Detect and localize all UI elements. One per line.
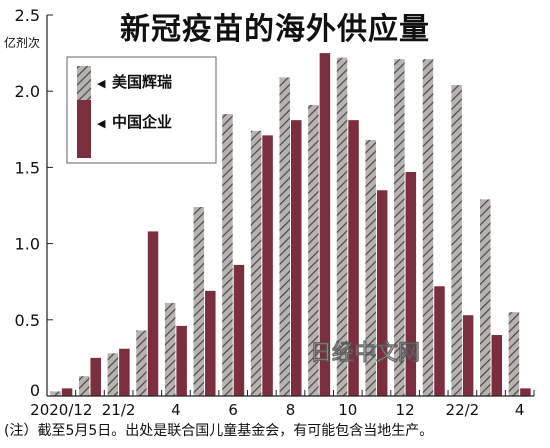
- x-tick-label-4: 4: [171, 401, 181, 419]
- bar-pfizer-1: [78, 376, 90, 396]
- bars-layer: [50, 53, 531, 397]
- bar-pfizer-11: [365, 139, 376, 396]
- legend-swatch-1: [77, 100, 91, 158]
- bar-pfizer-12: [394, 59, 405, 397]
- legend-label-1: 中国企业: [112, 113, 172, 131]
- bar-china-0: [61, 388, 73, 396]
- bar-china-2: [119, 348, 130, 396]
- axis-layer: 0 0.5 1.0 1.5 2.0 2.5 2020/12 21/2 4 6 8 10 12 22/2 4: [15, 6, 535, 419]
- y-tick-label-1: 0.5: [15, 311, 40, 330]
- y-tick-label-2: 1.0: [15, 235, 40, 254]
- bar-pfizer-16: [508, 312, 520, 396]
- bar-pfizer-7: [250, 130, 262, 396]
- bar-china-3: [147, 231, 159, 396]
- bar-china-14: [462, 315, 474, 396]
- y-tick-label-0: 0: [30, 381, 40, 400]
- x-tick-label-14: 22/2: [446, 401, 480, 419]
- bar-pfizer-14: [451, 85, 462, 396]
- bar-china-7: [262, 135, 273, 396]
- x-tick-label-6: 6: [228, 401, 238, 419]
- bar-pfizer-13: [422, 59, 434, 397]
- x-tick-label-12: 12: [396, 401, 415, 419]
- bar-pfizer-15: [480, 199, 491, 396]
- footnote: (注）截至5月5日。出处是联合国儿童基金会，有可能包含当地生产。: [4, 423, 434, 439]
- bar-pfizer-2: [107, 353, 119, 396]
- legend-pointer-1: ◀: [97, 117, 106, 130]
- bar-china-10: [348, 120, 359, 396]
- bar-china-16: [520, 388, 531, 396]
- bar-pfizer-10: [336, 57, 348, 397]
- bar-pfizer-9: [308, 104, 319, 396]
- x-tick-label-2: 21/2: [102, 401, 136, 419]
- chart-title: 新冠疫苗的海外供应量: [120, 12, 430, 47]
- bar-china-9: [319, 53, 331, 396]
- legend: ◀ 美国辉瑞 ◀ 中国企业: [66, 56, 217, 164]
- legend-pointer-0: ◀: [97, 77, 106, 90]
- y-tick-label-5: 2.5: [15, 6, 40, 25]
- y-axis-unit-label: 亿剂次: [4, 36, 41, 50]
- bar-china-4: [176, 325, 187, 396]
- bar-china-5: [205, 290, 216, 396]
- bar-china-11: [376, 190, 388, 396]
- bar-china-8: [291, 120, 302, 396]
- bar-pfizer-8: [279, 77, 290, 396]
- x-tick-label-10: 10: [338, 401, 357, 419]
- legend-label-0: 美国辉瑞: [112, 73, 172, 91]
- bar-china-12: [405, 171, 417, 396]
- bar-pfizer-3: [136, 330, 147, 396]
- watermark-text: 日经中文网: [310, 340, 420, 366]
- y-tick-label-3: 1.5: [15, 158, 40, 177]
- bar-pfizer-5: [193, 207, 205, 396]
- bar-china-13: [434, 286, 445, 396]
- legend-box: [66, 56, 217, 164]
- bar-pfizer-4: [164, 303, 176, 396]
- x-tick-label-0: 2020/12: [30, 401, 92, 419]
- x-tick-label-8: 8: [286, 401, 296, 419]
- x-tick-label-16: 4: [515, 401, 525, 419]
- y-tick-label-4: 2.0: [15, 82, 40, 101]
- bar-pfizer-6: [222, 114, 233, 396]
- bar-china-6: [233, 264, 245, 396]
- bar-china-1: [90, 357, 101, 396]
- bar-china-15: [491, 335, 503, 396]
- bar-pfizer-0: [50, 391, 61, 396]
